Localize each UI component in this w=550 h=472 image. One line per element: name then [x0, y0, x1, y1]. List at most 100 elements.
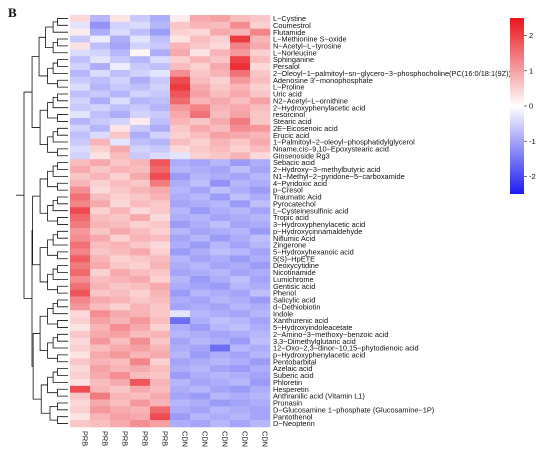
- heatmap-cell: [110, 241, 131, 249]
- heatmap-cell: [110, 406, 131, 414]
- heatmap-cell: [90, 172, 111, 181]
- heatmap-cell: [190, 83, 211, 91]
- heatmap-cell: [90, 399, 111, 407]
- heatmap-cell: [110, 124, 131, 133]
- heatmap-cell: [70, 42, 91, 50]
- heatmap-cell: [250, 152, 271, 160]
- column-label: CDN: [201, 431, 210, 447]
- heatmap-cell: [150, 200, 171, 208]
- heatmap-cell: [170, 131, 191, 139]
- heatmap-cell: [210, 282, 231, 290]
- heatmap-cell: [150, 344, 171, 352]
- heatmap-cell: [230, 406, 251, 414]
- heatmap-cell: [110, 248, 131, 256]
- heatmap-cell: [190, 186, 211, 194]
- heatmap-cell: [230, 172, 251, 181]
- heatmap-cell: [70, 337, 91, 345]
- heatmap-cell: [190, 159, 211, 167]
- heatmap-cell: [230, 221, 251, 229]
- heatmap-cell: [110, 49, 131, 57]
- dendrogram-branch: [32, 195, 41, 266]
- heatmap-cell: [190, 15, 211, 23]
- heatmap-cell: [70, 56, 91, 64]
- heatmap-cell: [190, 303, 211, 311]
- row-label: Flutamide: [273, 28, 305, 37]
- heatmap-cell: [70, 227, 91, 236]
- heatmap-cell: [190, 28, 211, 36]
- heatmap-cell: [170, 275, 191, 284]
- heatmap-cell: [90, 282, 111, 290]
- heatmap-cell: [210, 49, 231, 57]
- heatmap-cell: [90, 385, 111, 393]
- row-label: 5−Hydroxyhexanoic acid: [273, 248, 354, 257]
- row-label: Ginsenoside Rg3: [273, 151, 330, 160]
- heatmap-cell: [110, 159, 131, 167]
- heatmap-cell: [170, 193, 191, 201]
- heatmap-cell: [190, 310, 211, 318]
- heatmap-cell: [170, 234, 191, 242]
- dendrogram-branch: [47, 102, 58, 119]
- heatmap-cell: [210, 269, 231, 277]
- row-label: Zingerone: [273, 241, 306, 250]
- heatmap-cell: [190, 76, 211, 84]
- heatmap-cell: [110, 172, 131, 181]
- heatmap-cell: [110, 399, 131, 407]
- row-label: Indole: [273, 309, 293, 318]
- dendrogram-branch: [47, 308, 58, 325]
- heatmap-cell: [70, 49, 91, 57]
- heatmap-cell: [130, 214, 151, 222]
- heatmap-cell: [130, 83, 151, 91]
- heatmap-cell: [210, 21, 231, 30]
- heatmap-cell: [110, 262, 131, 270]
- heatmap-cell: [230, 227, 251, 236]
- heatmap-cell: [110, 234, 131, 242]
- heatmap-cell: [190, 104, 211, 112]
- heatmap-cell: [230, 269, 251, 277]
- dendrogram-branch: [57, 79, 68, 88]
- heatmap-cell: [130, 172, 151, 181]
- heatmap-cell: [250, 310, 271, 318]
- heatmap-cell: [230, 420, 251, 428]
- heatmap-cell: [250, 90, 271, 98]
- dendrogram-branch: [57, 18, 68, 26]
- dendrogram-branch: [52, 303, 68, 315]
- heatmap-cell: [230, 337, 251, 345]
- heatmap-cell: [250, 351, 271, 359]
- colorbar-tick-label: 0: [529, 102, 533, 111]
- heatmap-cell: [70, 104, 91, 112]
- heatmap-cell: [250, 172, 271, 181]
- heatmap-cell: [130, 269, 151, 277]
- heatmap-cell: [90, 221, 111, 229]
- heatmap-cell: [170, 56, 191, 64]
- heatmap-cell: [90, 104, 111, 112]
- heatmap-cell: [110, 365, 131, 373]
- row-label: Anthranilic acid (Vitamin L1): [273, 392, 365, 401]
- heatmap-cell: [190, 172, 211, 181]
- heatmap-cell: [70, 248, 91, 256]
- dendrogram-branch: [47, 67, 58, 85]
- heatmap-cell: [110, 118, 131, 126]
- heatmap-cell: [170, 83, 191, 91]
- heatmap-cell: [70, 152, 91, 160]
- heatmap-cell: [130, 186, 151, 194]
- row-label: Sebacic acid: [273, 158, 315, 167]
- row-label: D−Neopterin: [273, 419, 315, 428]
- heatmap-cell: [130, 90, 151, 98]
- heatmap-cell: [230, 385, 251, 393]
- row-label: 12−Oxo−2,3−dinor−10,15−phytodienoic acid: [273, 344, 419, 353]
- heatmap-cell: [70, 378, 91, 387]
- heatmap-cell: [250, 330, 271, 339]
- heatmap-cell: [90, 15, 111, 23]
- heatmap-cell: [110, 275, 131, 284]
- dendrogram-branch: [57, 182, 68, 191]
- heatmap-cell: [70, 413, 91, 421]
- heatmap-cell: [130, 317, 151, 325]
- heatmap-cell: [110, 166, 131, 174]
- heatmap-cell: [90, 406, 111, 414]
- heatmap-cell: [150, 317, 171, 325]
- heatmap-cell: [210, 344, 231, 352]
- heatmap-cell: [170, 289, 191, 297]
- heatmap-cell: [230, 324, 251, 332]
- row-label: p−Hydroxyphenylacetic acid: [273, 351, 365, 360]
- heatmap-cell: [210, 248, 231, 256]
